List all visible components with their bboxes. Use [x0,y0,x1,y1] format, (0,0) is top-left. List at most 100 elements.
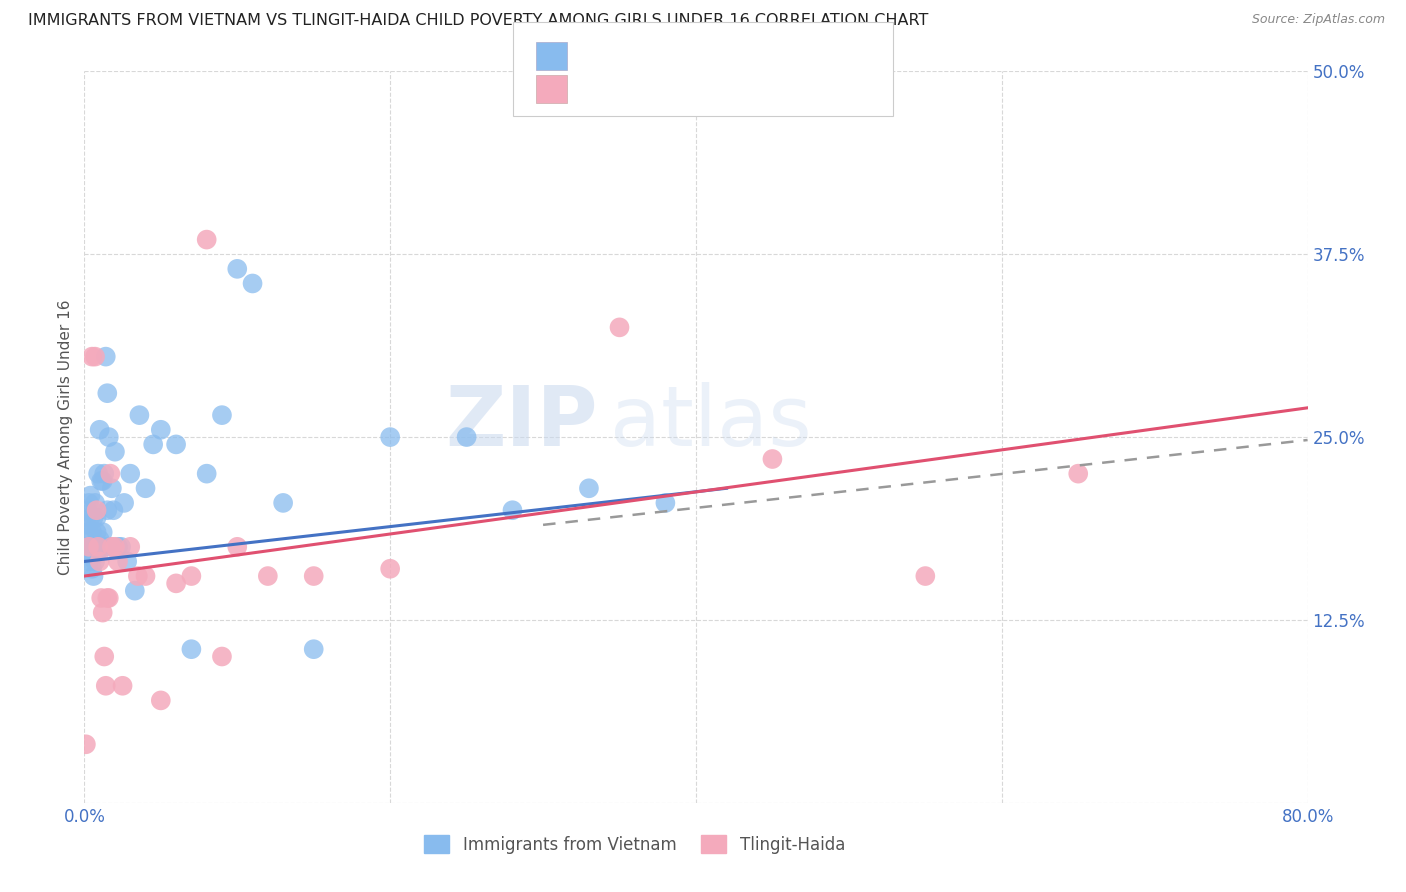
Point [1067,467,1090,481]
Point [101,481,124,495]
Text: atlas: atlas [610,382,813,463]
Point [128,408,150,422]
Point [226,540,249,554]
Point [271,496,294,510]
Point [104,540,127,554]
Point [91,606,114,620]
Point [84,554,107,568]
Point [380,562,402,576]
Text: 0.133: 0.133 [616,47,668,65]
Point [83,510,105,524]
Point [84,496,107,510]
Point [93,467,115,481]
Point [101,540,124,554]
Point [761,452,783,467]
Text: Source: ZipAtlas.com: Source: ZipAtlas.com [1251,13,1385,27]
Point [90,540,112,554]
Point [87,467,110,481]
Point [226,261,249,276]
Point [180,569,202,583]
Point [135,569,157,583]
Text: IMMIGRANTS FROM VIETNAM VS TLINGIT-HAIDA CHILD POVERTY AMONG GIRLS UNDER 16 CORR: IMMIGRANTS FROM VIETNAM VS TLINGIT-HAIDA… [28,13,928,29]
Point [75,540,97,554]
Point [110,540,132,554]
Point [86,510,108,524]
Point [135,481,157,495]
Point [80,562,103,576]
Point [84,350,107,364]
Point [87,540,110,554]
Point [96,503,118,517]
Point [124,583,146,598]
Text: ZIP: ZIP [446,382,598,463]
Point [502,503,524,517]
Point [86,503,108,517]
Point [80,525,103,540]
Point [90,591,112,605]
Point [86,547,108,561]
Point [93,540,115,554]
Point [97,591,120,605]
Point [76,503,98,517]
Text: N =: N = [672,47,720,65]
Point [83,569,105,583]
Point [242,277,264,291]
Point [107,554,129,568]
Point [86,525,108,540]
Point [98,467,121,481]
Text: R =: R = [576,47,613,65]
Point [211,408,233,422]
Point [89,423,111,437]
Point [97,430,120,444]
Point [107,540,129,554]
Point [103,503,125,517]
Point [79,547,101,561]
Point [195,467,218,481]
Point [83,540,105,554]
Point [91,525,114,540]
Point [180,642,202,657]
Point [654,496,676,510]
Point [93,649,115,664]
Point [578,481,600,495]
Point [89,554,111,568]
Point [77,540,100,554]
Point [914,569,936,583]
Point [76,547,98,561]
Y-axis label: Child Poverty Among Girls Under 16: Child Poverty Among Girls Under 16 [58,300,73,574]
Point [211,649,233,664]
Point [94,679,117,693]
Point [149,693,172,707]
Point [257,569,280,583]
Text: 63: 63 [717,47,740,65]
Point [115,554,138,568]
Point [80,540,103,554]
Text: 0.273: 0.273 [616,80,669,98]
Point [77,554,100,568]
Legend: Immigrants from Vietnam, Tlingit-Haida: Immigrants from Vietnam, Tlingit-Haida [418,829,852,860]
Point [104,444,127,458]
Point [165,437,187,451]
Point [112,496,135,510]
Point [456,430,478,444]
Point [120,467,142,481]
Point [120,540,142,554]
Point [79,489,101,503]
Point [142,437,165,451]
Point [96,386,118,401]
Point [75,737,97,751]
Point [84,540,107,554]
Point [94,350,117,364]
Point [90,474,112,488]
Point [302,569,325,583]
Point [79,510,101,524]
Point [165,576,187,591]
Point [302,642,325,657]
Text: R =: R = [576,80,613,98]
Point [127,569,149,583]
Point [195,233,218,247]
Point [609,320,631,334]
Point [380,430,402,444]
Text: N =: N = [672,80,720,98]
Point [77,525,100,540]
